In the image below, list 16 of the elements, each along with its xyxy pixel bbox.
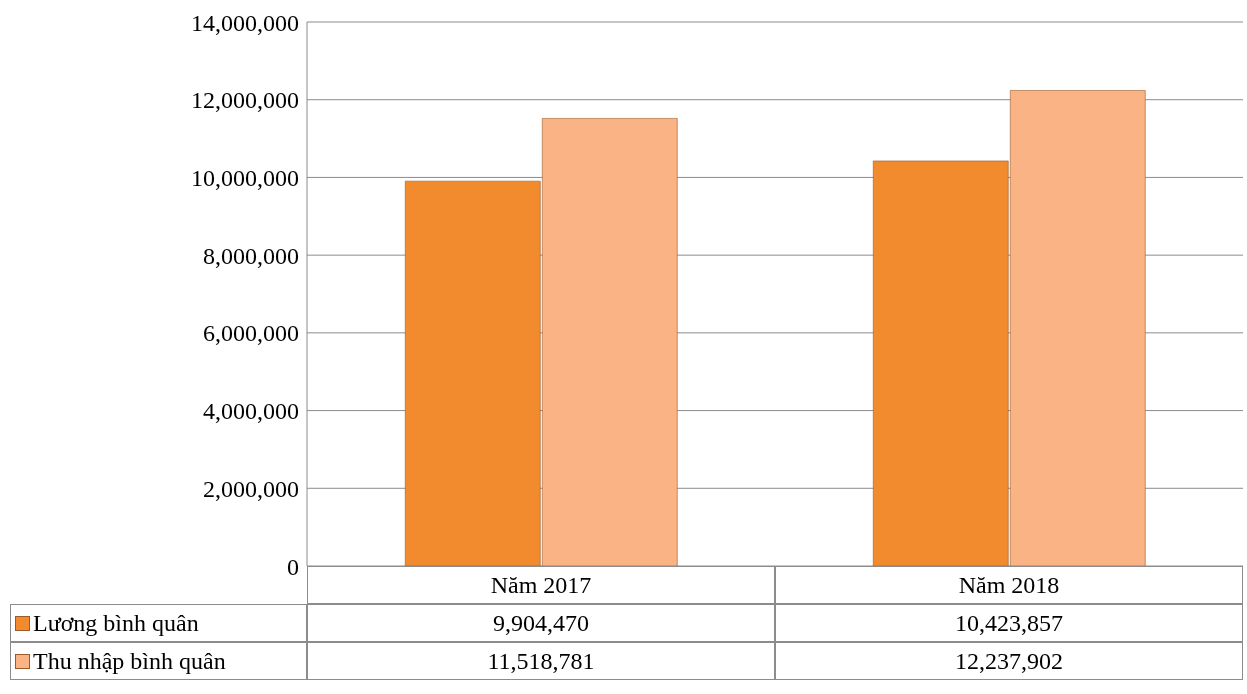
data-label: 12,237,902: [775, 642, 1243, 680]
legend-label: Lương bình quân: [10, 604, 307, 642]
x-tick-label: Năm 2017: [307, 566, 775, 604]
y-tick-label: 10,000,000: [191, 164, 299, 191]
y-tick-label: 8,000,000: [203, 242, 299, 269]
data-label: 11,518,781: [307, 642, 775, 680]
data-label: 10,423,857: [775, 604, 1243, 642]
data-label: 9,904,470: [307, 604, 775, 642]
y-tick-label: 6,000,000: [203, 320, 299, 347]
x-tick-label: Năm 2018: [775, 566, 1243, 604]
legend-label: Thu nhập bình quân: [10, 642, 307, 680]
y-tick-label: 12,000,000: [191, 87, 299, 114]
y-tick-label: 4,000,000: [203, 398, 299, 425]
y-tick-label: 14,000,000: [191, 9, 299, 36]
y-tick-label: 0: [287, 553, 299, 580]
y-tick-label: 2,000,000: [203, 475, 299, 502]
